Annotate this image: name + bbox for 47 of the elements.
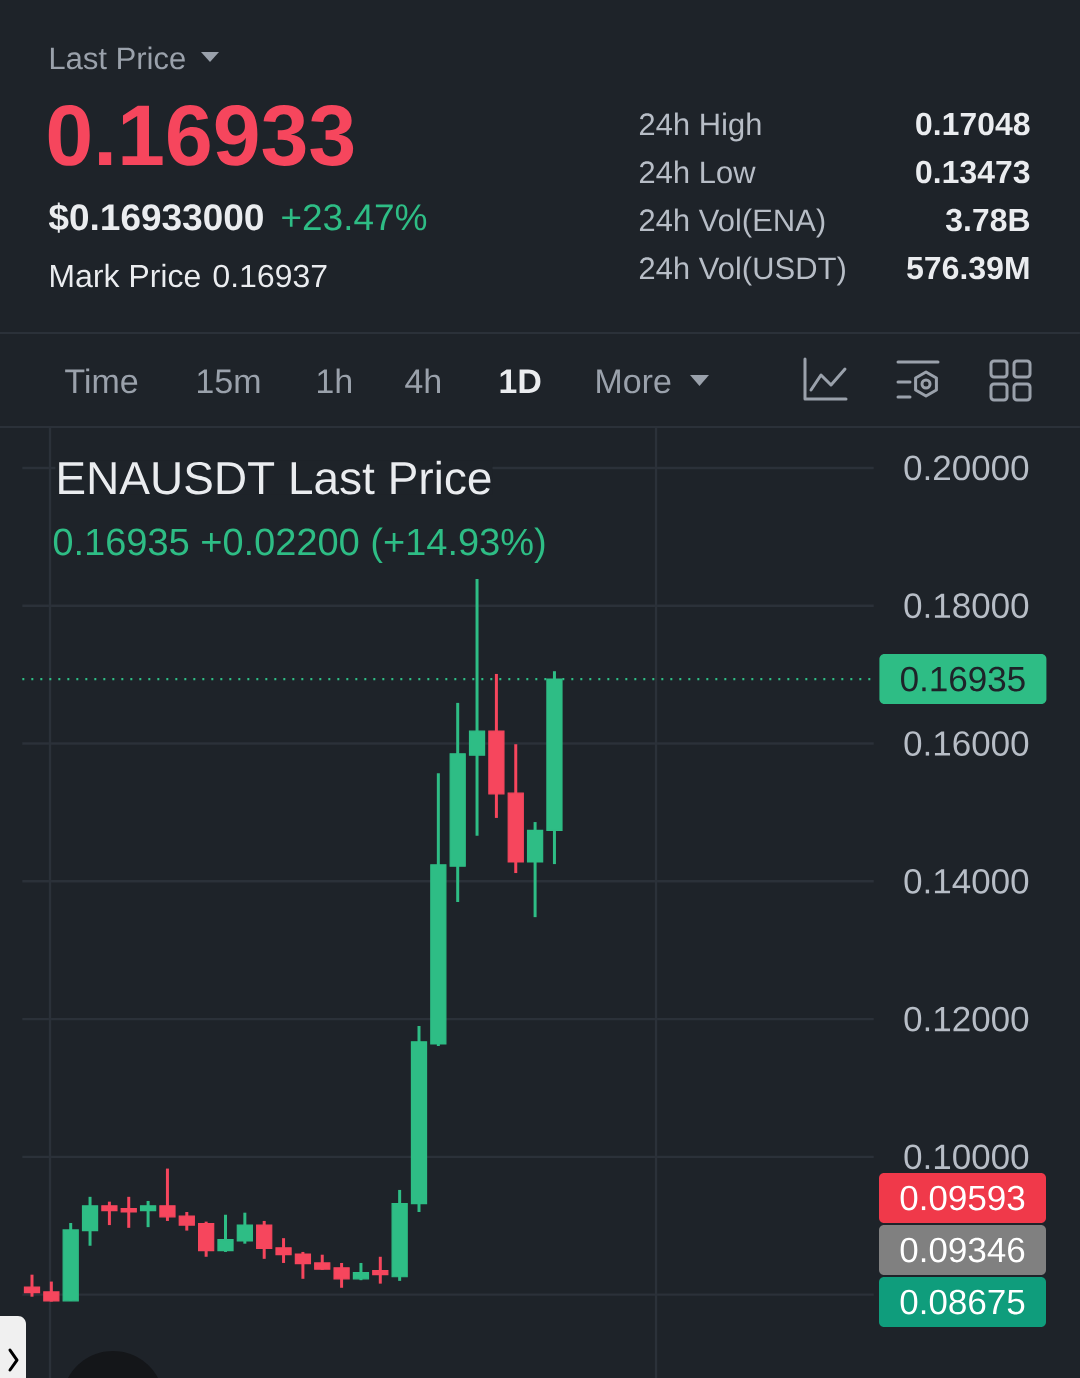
text: 24h Vol(ENA)	[639, 208, 825, 238]
y-tick-label: 0.16000	[904, 731, 1029, 756]
text: Time	[65, 368, 138, 394]
y-tick-label: 0.10000	[904, 1144, 1029, 1170]
text: 15m	[198, 369, 260, 394]
text: 0.16935 +0.02200 (+14.93%)	[53, 527, 545, 563]
text: 0.09593	[900, 1185, 1025, 1211]
candlestick	[333, 1261, 350, 1288]
text: More	[597, 369, 671, 394]
candlestick	[275, 1238, 292, 1263]
y-tick-label: 0.18000	[904, 593, 1029, 619]
text: 0.13473	[916, 160, 1030, 184]
text: Mark Price	[51, 263, 200, 288]
text: 0.08675	[900, 1289, 1025, 1315]
text: 24h High	[639, 112, 761, 142]
text: 0.09346	[900, 1237, 1025, 1263]
candlestick	[139, 1200, 157, 1229]
candlestick	[178, 1211, 195, 1231]
candlestick	[101, 1201, 118, 1227]
ref-line-label: 0.16935	[901, 666, 1025, 692]
candlestick	[159, 1168, 176, 1221]
candlestick	[256, 1219, 273, 1259]
text: 24h Vol(USDT)	[639, 256, 845, 286]
text: 0.16937	[213, 264, 327, 288]
text: $0.16933000	[48, 202, 263, 233]
text: +23.47%	[282, 204, 427, 231]
candlestick	[294, 1250, 312, 1279]
y-tick-label: 0.12000	[904, 1006, 1029, 1032]
y-tick-label: 0.20000	[904, 455, 1029, 481]
text: 24h Low	[639, 160, 756, 184]
text: 3.78B	[945, 208, 1030, 232]
candlestick	[43, 1281, 60, 1302]
y-tick-label: 0.14000	[904, 868, 1029, 894]
candlestick	[372, 1255, 389, 1284]
text: 0.17048	[916, 112, 1030, 136]
candlestick	[236, 1212, 253, 1244]
text: 4h	[405, 368, 440, 394]
text: Last Price	[50, 46, 185, 70]
text: 0.16933	[48, 104, 354, 166]
candlestick	[217, 1214, 234, 1252]
candlestick	[23, 1274, 41, 1297]
text: 1D	[500, 369, 541, 394]
text: ENAUSDT Last Price	[59, 460, 491, 495]
text: 1h	[318, 368, 351, 394]
text: 576.39M	[907, 256, 1029, 280]
candlestick	[468, 578, 486, 836]
candlestick	[120, 1195, 137, 1228]
